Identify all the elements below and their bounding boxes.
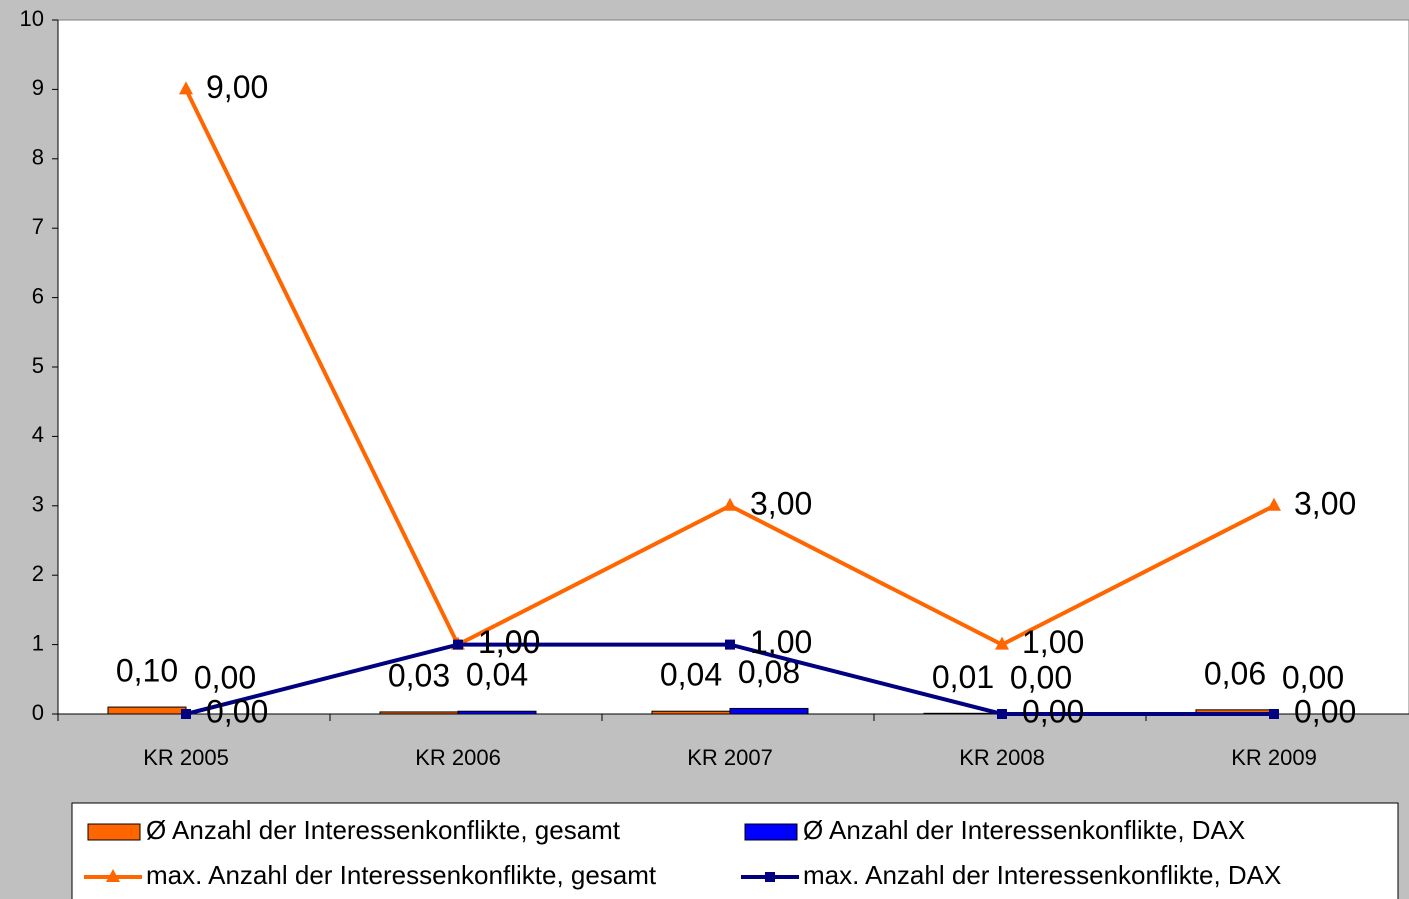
y-tick-label: 10 xyxy=(20,6,44,31)
bar xyxy=(651,710,731,715)
line-value-label: 1,00 xyxy=(750,624,812,660)
line-marker xyxy=(181,709,191,719)
bar xyxy=(107,706,187,715)
y-tick-label: 6 xyxy=(32,283,44,308)
y-tick-label: 2 xyxy=(32,561,44,586)
line-value-label: 1,00 xyxy=(1022,624,1084,660)
bar xyxy=(923,712,1003,715)
bar-value-label: 0,03 xyxy=(388,657,450,693)
legend-marker xyxy=(106,869,120,882)
line-marker xyxy=(179,81,193,95)
line-marker xyxy=(725,639,735,650)
legend-label: max. Anzahl der Interessenkonflikte, DAX xyxy=(803,860,1281,890)
x-tick-label: KR 2006 xyxy=(415,745,501,770)
line-value-label: 0,00 xyxy=(1294,693,1356,729)
y-tick-label: 9 xyxy=(32,75,44,100)
x-tick-label: KR 2005 xyxy=(143,745,229,770)
y-tick-label: 3 xyxy=(32,492,44,517)
line-value-label: 3,00 xyxy=(1294,485,1356,521)
y-tick-label: 7 xyxy=(32,214,44,239)
x-tick-label: KR 2009 xyxy=(1231,745,1317,770)
line-value-label: 3,00 xyxy=(750,485,812,521)
plot-area xyxy=(57,19,1409,715)
line-marker xyxy=(723,497,737,511)
legend-marker xyxy=(765,872,775,882)
x-tick-label: KR 2007 xyxy=(687,745,773,770)
x-tick-label: KR 2008 xyxy=(959,745,1045,770)
bar xyxy=(379,711,459,715)
legend-swatch xyxy=(744,823,798,841)
legend-label: max. Anzahl der Interessenkonflikte, ges… xyxy=(146,860,657,890)
line-marker xyxy=(995,636,1009,650)
line-marker xyxy=(1267,497,1281,511)
line-value-label: 0,00 xyxy=(1022,693,1084,729)
line-marker xyxy=(1269,709,1279,719)
line-value-label: 1,00 xyxy=(478,624,540,660)
y-tick-label: 5 xyxy=(32,353,44,378)
legend-label: Ø Anzahl der Interessenkonflikte, DAX xyxy=(803,815,1245,845)
bar xyxy=(457,710,537,715)
y-tick-label: 1 xyxy=(32,630,44,655)
bar-value-label: 0,00 xyxy=(1010,659,1072,695)
line-marker xyxy=(453,639,463,650)
bar-value-label: 0,00 xyxy=(194,659,256,695)
bar-value-label: 0,00 xyxy=(1282,659,1344,695)
bar xyxy=(729,707,809,715)
bar-value-label: 0,04 xyxy=(660,657,722,693)
line-value-label: 0,00 xyxy=(206,693,268,729)
bar-value-label: 0,04 xyxy=(466,657,528,693)
bar-value-label: 0,01 xyxy=(932,659,994,695)
legend xyxy=(71,802,1399,899)
line-marker xyxy=(997,709,1007,719)
y-tick-label: 0 xyxy=(32,700,44,725)
y-tick-label: 8 xyxy=(32,145,44,170)
legend-swatch xyxy=(87,823,141,841)
legend-label: Ø Anzahl der Interessenkonflikte, gesamt xyxy=(146,815,621,845)
line-value-label: 1,00 xyxy=(478,624,540,660)
bar-value-label: 0,06 xyxy=(1204,655,1266,691)
line-value-label: 9,00 xyxy=(206,69,268,105)
bar-value-label: 0,10 xyxy=(116,653,178,689)
y-tick-label: 4 xyxy=(32,422,44,447)
